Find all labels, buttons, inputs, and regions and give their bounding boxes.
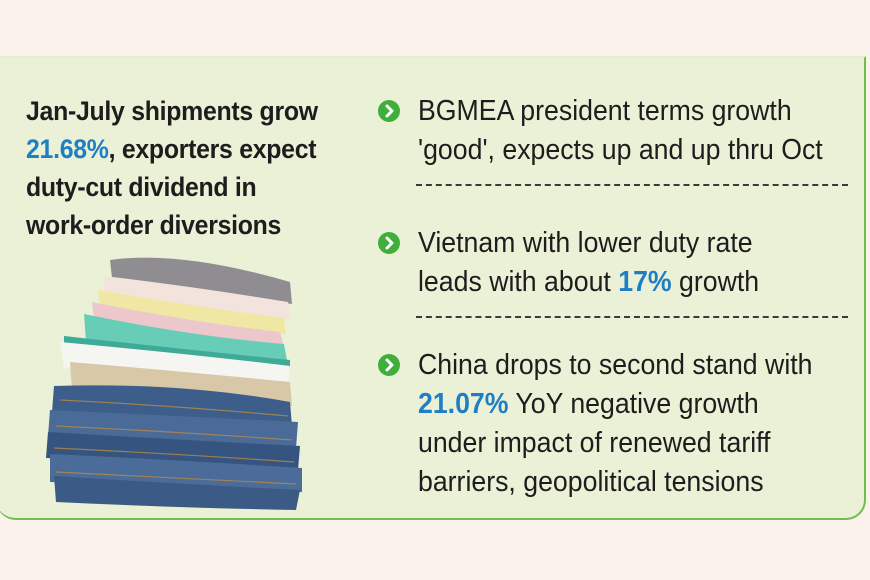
bullet-3-line-4: barriers, geopolitical tensions [418, 466, 764, 498]
bullet-2-line-1: Vietnam with lower duty rate [418, 227, 753, 259]
bullet-text: China drops to second stand with 21.07% … [418, 346, 814, 502]
headline-growth-figure: 21.68% [26, 134, 109, 164]
bullet-1-line-2: 'good', expects up and up thru Oct [418, 134, 823, 166]
bullet-3-line-3: under impact of renewed tariff [418, 427, 771, 459]
bullet-2-line-2-post: growth [671, 266, 760, 298]
bullet-3-line-2-rest: YoY negative growth [508, 388, 759, 420]
chevron-right-icon [378, 354, 400, 376]
bullet-item: Vietnam with lower duty rate leads with … [378, 224, 848, 316]
stacked-clothes-jeans-icon [46, 257, 302, 510]
bullet-item: BGMEA president terms growth 'good', exp… [378, 92, 848, 184]
bullet-3-growth-figure: 21.07% [418, 388, 509, 420]
bullet-2-growth-figure: 17% [618, 266, 672, 298]
chevron-right-icon [378, 100, 400, 122]
bullet-text: BGMEA president terms growth 'good', exp… [418, 92, 823, 170]
bullet-2-line-2: leads with about 17% growth [418, 263, 814, 302]
headline: Jan-July shipments grow 21.68%, exporter… [26, 92, 339, 244]
headline-line-3: duty-cut dividend in [26, 172, 257, 202]
headline-line-1: Jan-July shipments grow [26, 96, 318, 126]
bullet-item: China drops to second stand with 21.07% … [378, 346, 848, 502]
bullet-1-line-1: BGMEA president terms growth [418, 95, 792, 127]
bullet-3-line-2: 21.07% YoY negative growth [418, 385, 814, 424]
chevron-right-icon [378, 232, 400, 254]
bullet-list: BGMEA president terms growth 'good', exp… [378, 92, 848, 502]
headline-line-2: 21.68%, exporters expect [26, 130, 339, 168]
bullet-text: Vietnam with lower duty rate leads with … [418, 224, 814, 302]
bullet-2-line-2-pre: leads with about [418, 266, 619, 298]
headline-line-2-rest: , exporters expect [108, 134, 317, 164]
dashed-divider [416, 184, 848, 186]
dashed-divider [416, 316, 848, 318]
headline-line-4: work-order diversions [26, 210, 282, 240]
bullet-3-line-1: China drops to second stand with [418, 349, 813, 381]
